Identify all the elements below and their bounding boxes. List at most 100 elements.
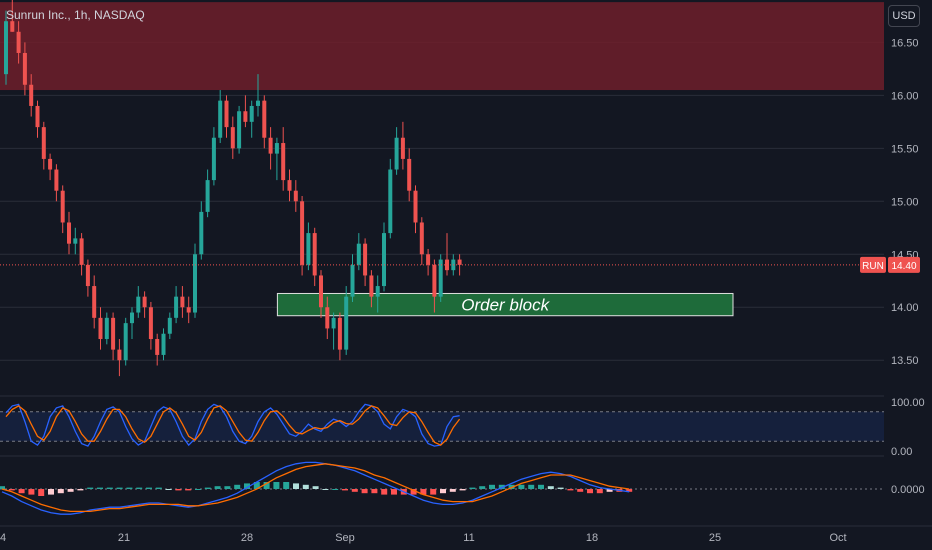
candle-body [4, 21, 8, 75]
macd-bar [322, 489, 329, 490]
candle-body [186, 307, 191, 313]
candle-body [426, 254, 431, 265]
macd-bar [410, 489, 417, 495]
macd-bar [626, 489, 633, 492]
macd-bar [244, 483, 250, 489]
candle-body [117, 349, 122, 361]
macd-bar [195, 489, 201, 490]
macd-bar [136, 487, 143, 489]
candle-body [413, 190, 418, 223]
candle-body [382, 233, 386, 287]
macd-bar [28, 489, 35, 495]
candle-body [419, 222, 424, 255]
time-axis: 4 21 28 Sep 11 18 25 Oct [0, 532, 847, 544]
macd-bar [77, 489, 84, 491]
last-price-symbol-bg [860, 256, 886, 273]
chart-title: Sunrun Inc., 1h, NASDAQ [6, 8, 145, 22]
price-tick-label: 15.50 [891, 143, 919, 155]
price-tick-label: 14.00 [891, 302, 919, 314]
candle-body [300, 201, 305, 265]
macd-bar [332, 489, 339, 490]
macd-bar [204, 487, 211, 489]
candle-body [136, 296, 141, 313]
candle-body [356, 243, 361, 265]
macd-bar [371, 489, 378, 494]
candle-body [293, 190, 298, 202]
time-tick-label: 28 [241, 532, 253, 544]
candle-body [161, 333, 166, 355]
candle-body [174, 296, 179, 318]
stochastic-tick-label: 0.00 [891, 446, 912, 458]
candle-body [325, 307, 330, 329]
candle-body [54, 169, 59, 191]
macd-bar [38, 489, 45, 496]
macd-bar [577, 489, 584, 492]
candle-body [104, 317, 109, 340]
macd-bar [351, 489, 358, 492]
candle-body [281, 143, 286, 181]
supply-zone [0, 2, 884, 91]
candle-body [180, 296, 185, 308]
currency-button[interactable]: USD [888, 5, 920, 27]
candle-body [230, 127, 235, 149]
macd-bar [361, 489, 368, 494]
candle-body [22, 52, 27, 85]
candle-body [268, 137, 273, 154]
macd-bar [302, 484, 309, 489]
candle-body [344, 296, 349, 350]
macd-histogram [0, 482, 633, 496]
candle-body [438, 259, 443, 297]
macd-bar [567, 489, 574, 491]
macd-bar [479, 486, 486, 489]
macd-bar [342, 489, 348, 491]
macd-bar [67, 489, 74, 492]
candle-body [211, 137, 216, 181]
macd-bar [273, 482, 280, 489]
candle-body [142, 296, 147, 308]
candle-body [363, 243, 368, 276]
candle-body [67, 222, 71, 244]
macd-bar [283, 482, 290, 489]
price-tick-label: 15.00 [891, 196, 919, 208]
macd-axis: 0.0000 [891, 484, 925, 496]
candle-body [16, 31, 21, 53]
candle-body [60, 190, 65, 223]
macd-bar [420, 489, 427, 495]
candle-body [312, 233, 317, 276]
candle-body [274, 143, 279, 154]
candle-body [262, 100, 267, 138]
candles [4, 0, 462, 377]
macd-bar [185, 489, 192, 491]
candle-body [287, 180, 292, 191]
candle-body [369, 275, 374, 297]
candle-body [73, 238, 78, 244]
macd-bar [430, 489, 437, 495]
time-tick-label: 21 [118, 532, 130, 544]
macd-bar [293, 483, 299, 489]
time-tick-label: 4 [0, 532, 6, 544]
macd-bar [126, 487, 133, 489]
last-price-value-bg [888, 256, 920, 273]
time-tick-label: 25 [709, 532, 721, 544]
candle-body [35, 105, 40, 128]
time-tick-label: Oct [829, 532, 846, 544]
candle-body [457, 259, 462, 265]
candle-body [29, 84, 34, 106]
candle-body [432, 264, 437, 297]
price-tick-label: 16.50 [891, 37, 919, 49]
macd-bar [557, 487, 564, 489]
last-price-badge: RUN 14.40 [860, 256, 920, 273]
macd-bar [391, 489, 397, 495]
macd-bar [449, 489, 456, 492]
macd-bar [155, 487, 162, 489]
macd-bar [106, 487, 113, 489]
candle-body [237, 111, 242, 149]
macd-bar [469, 487, 476, 489]
candle-body [249, 105, 254, 122]
candle-body [130, 312, 134, 324]
candle-body [48, 158, 53, 170]
candle-body [388, 169, 393, 234]
macd-bar [234, 484, 241, 489]
macd-bar [312, 486, 319, 489]
